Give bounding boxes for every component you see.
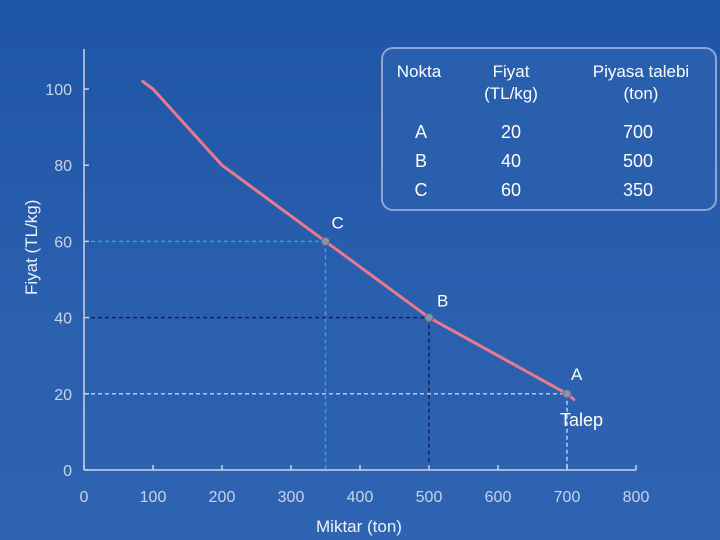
point-a bbox=[562, 389, 572, 399]
y-tick-label: 20 bbox=[54, 387, 72, 404]
guide-lines bbox=[84, 240, 568, 470]
point-label-a: A bbox=[571, 365, 583, 384]
data-table: Nokta Fiyat (TL/kg) Piyasa talebi (ton) … bbox=[381, 47, 717, 211]
y-axis-title: Fiyat (TL/kg) bbox=[22, 200, 41, 295]
header-fiyat: Fiyat (TL/kg) bbox=[461, 61, 561, 105]
point-label-b: B bbox=[437, 292, 448, 311]
cell-r1-nokta: B bbox=[414, 151, 427, 171]
header-fiyat-line1: Fiyat bbox=[492, 62, 530, 81]
header-piyasa-talebi: Piyasa talebi (ton) bbox=[567, 61, 715, 105]
y-tick-label: 80 bbox=[54, 158, 72, 175]
x-tick-label: 0 bbox=[80, 489, 89, 506]
point-label-c: C bbox=[332, 213, 344, 232]
point-c bbox=[321, 236, 330, 246]
header-nokta-line1: Nokta bbox=[396, 62, 442, 81]
curve-label-talep: Talep bbox=[560, 410, 603, 430]
header-fiyat-line2: (TL/kg) bbox=[484, 84, 538, 103]
x-tick-label: 200 bbox=[209, 489, 236, 506]
x-axis-title: Miktar (ton) bbox=[316, 517, 402, 536]
point-layer: C B A bbox=[321, 213, 583, 399]
axis-ticks: 0 20 40 60 80 100 0 100 200 300 400 500 600 700 800 bbox=[45, 82, 649, 506]
cell-r2-talep: 350 bbox=[622, 180, 654, 200]
y-tick-label: 0 bbox=[63, 463, 72, 480]
cell-r2-fiyat: 60 bbox=[500, 180, 522, 200]
cell-r0-nokta: A bbox=[414, 122, 427, 142]
y-tick-label: 100 bbox=[45, 82, 72, 99]
x-tick-label: 800 bbox=[623, 489, 650, 506]
point-b bbox=[424, 313, 434, 323]
x-tick-label: 400 bbox=[347, 489, 374, 506]
cell-r2-nokta: C bbox=[414, 180, 428, 200]
header-piyasa-line1: Piyasa talebi bbox=[592, 62, 690, 81]
x-tick-label: 700 bbox=[554, 489, 581, 506]
x-tick-label: 500 bbox=[416, 489, 443, 506]
cell-r1-talep: 500 bbox=[622, 151, 654, 171]
x-tick-label: 300 bbox=[278, 489, 305, 506]
x-tick-label: 100 bbox=[140, 489, 167, 506]
header-piyasa-line2: (ton) bbox=[623, 84, 659, 103]
cell-r0-fiyat: 20 bbox=[500, 122, 522, 142]
cell-r0-talep: 700 bbox=[622, 122, 654, 142]
x-tick-label: 600 bbox=[485, 489, 512, 506]
y-tick-label: 40 bbox=[54, 311, 72, 328]
y-tick-label: 60 bbox=[54, 234, 72, 251]
header-nokta: Nokta bbox=[385, 61, 453, 83]
cell-r1-fiyat: 40 bbox=[500, 151, 522, 171]
